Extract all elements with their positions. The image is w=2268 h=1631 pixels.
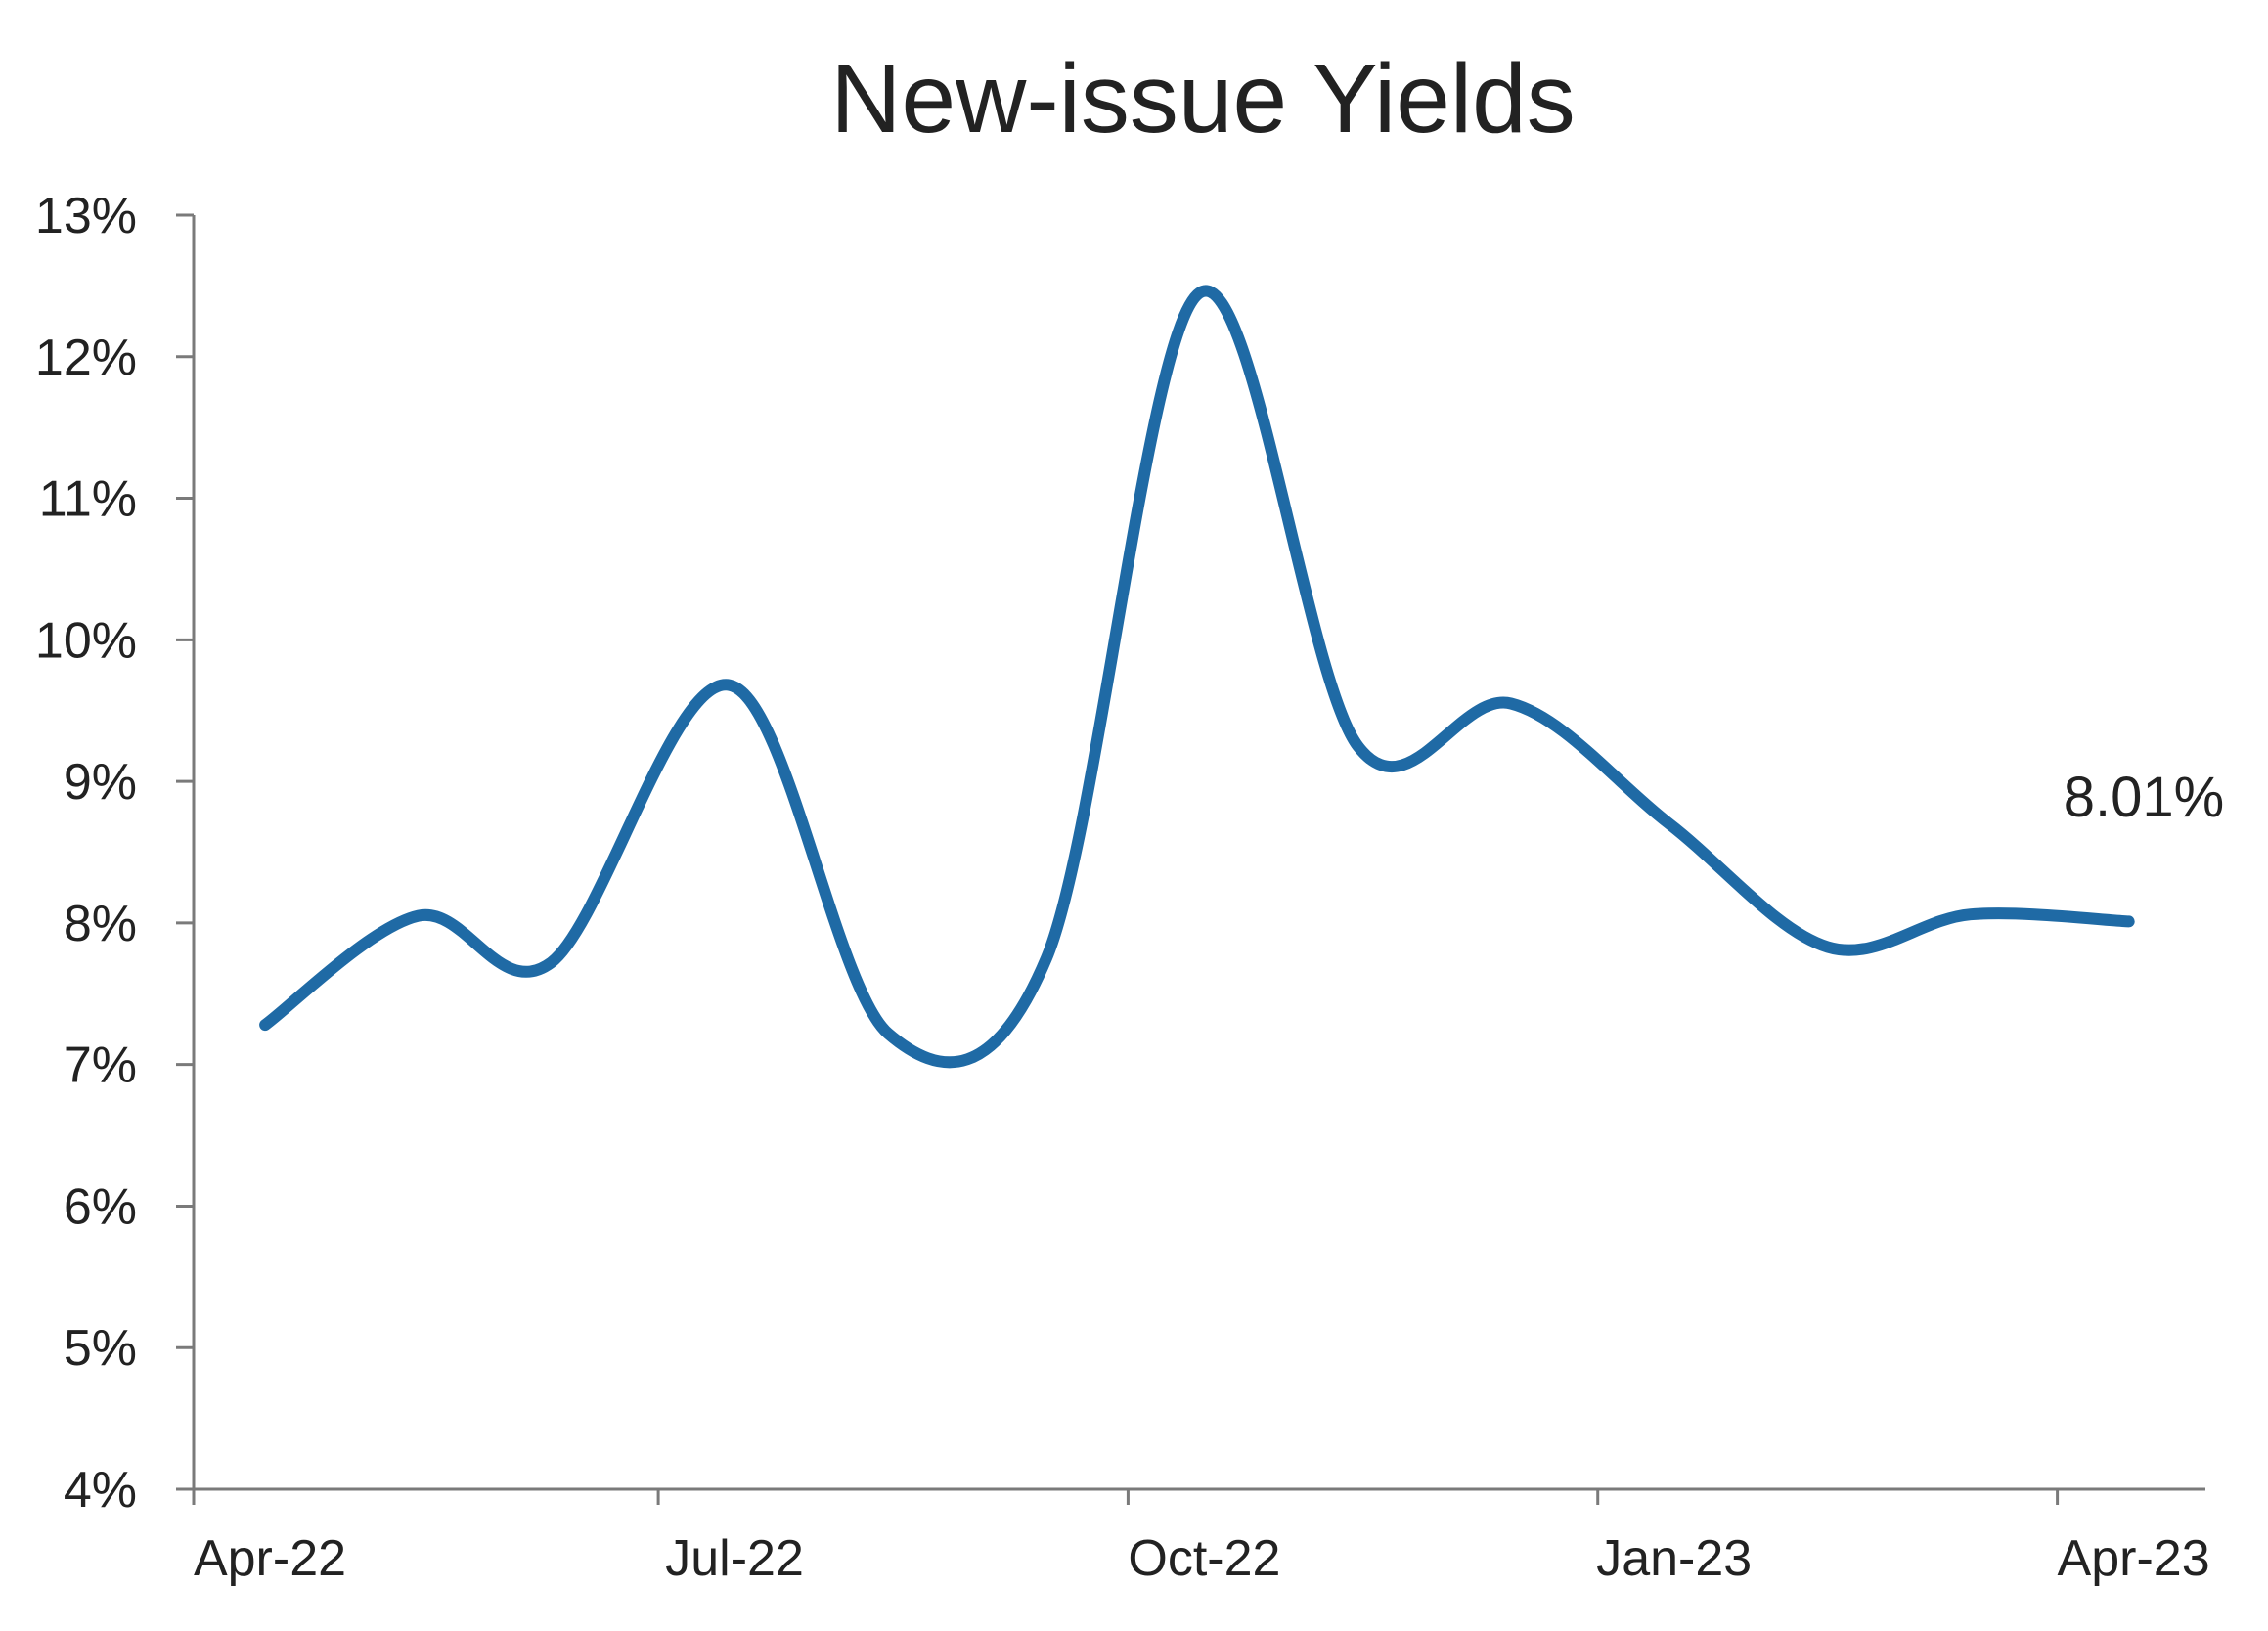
y-tick-label: 11% xyxy=(39,471,137,528)
x-tick-label: Jul-22 xyxy=(665,1530,804,1587)
x-tick-label: Apr-23 xyxy=(2058,1530,2210,1587)
y-tick-label: 13% xyxy=(35,188,137,244)
y-tick-label: 9% xyxy=(64,754,137,811)
y-tick-label: 8% xyxy=(64,896,137,952)
y-tick-label: 4% xyxy=(64,1462,137,1519)
x-tick-label: Jan-23 xyxy=(1596,1530,1752,1587)
y-tick-label: 7% xyxy=(64,1037,137,1094)
plot-area xyxy=(259,285,2135,1069)
x-tick-label: Oct-22 xyxy=(1128,1530,1280,1587)
y-tick-label: 12% xyxy=(35,330,137,386)
y-tick-label: 5% xyxy=(64,1320,137,1377)
axes: 4% 5% 6% 7% 8% 9% 10% 11% 12% 13% Apr-22 Jul-22 Oct-… xyxy=(35,188,2210,1587)
last-value-label: 8.01% xyxy=(2064,766,2224,829)
x-tick-label: Apr-22 xyxy=(194,1530,346,1587)
series-line xyxy=(259,285,2135,1069)
y-tick-label: 10% xyxy=(35,612,137,669)
y-tick-label: 6% xyxy=(64,1178,137,1235)
chart-title: New-issue Yields xyxy=(830,44,1575,154)
